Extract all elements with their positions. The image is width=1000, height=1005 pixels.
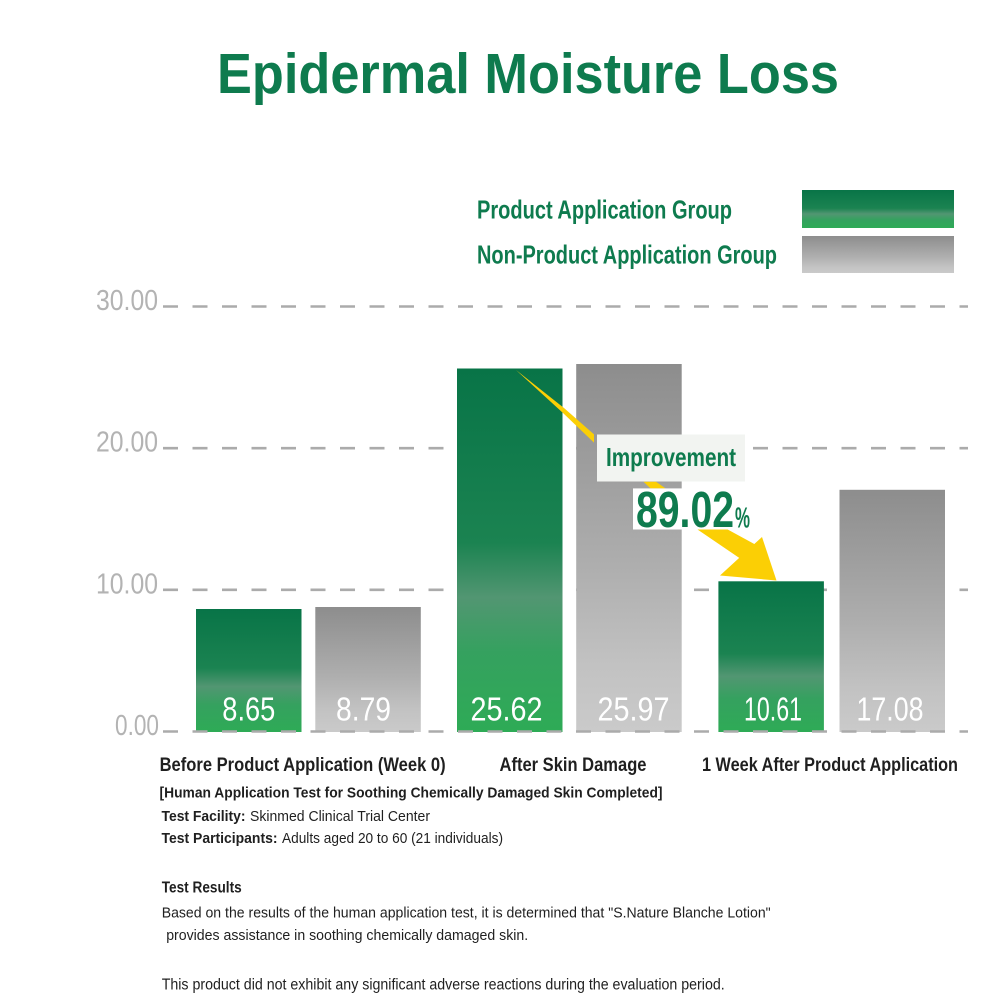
svg-text:20.00: 20.00 <box>96 427 158 459</box>
svg-text:8.65: 8.65 <box>222 691 275 728</box>
svg-text:Test Results: Test Results <box>162 879 242 896</box>
svg-text:Improvement: Improvement <box>606 442 736 472</box>
svg-text:This product did not exhibit a: This product did not exhibit any signifi… <box>162 976 725 993</box>
svg-text:30.00: 30.00 <box>96 285 158 317</box>
svg-text:Skinmed Clinical Trial Center: Skinmed Clinical Trial Center <box>250 808 430 825</box>
svg-text:%: % <box>735 503 750 535</box>
svg-text:Based on the results of the hu: Based on the results of the human applic… <box>162 904 771 921</box>
svg-text:Test Participants:: Test Participants: <box>162 830 278 847</box>
svg-text:[Human Application Test for So: [Human Application Test for Soothing Che… <box>160 785 663 802</box>
svg-text:provides assistance in soothin: provides assistance in soothing chemical… <box>166 927 528 944</box>
svg-text:8.79: 8.79 <box>336 691 391 728</box>
svg-text:Adults aged 20 to 60 (21 indiv: Adults aged 20 to 60 (21 individuals) <box>282 830 503 847</box>
svg-text:1 Week After Product Applicati: 1 Week After Product Application <box>702 754 958 776</box>
svg-text:Before Product Application (We: Before Product Application (Week 0) <box>160 754 446 776</box>
svg-text:Non-Product Application Group: Non-Product Application Group <box>477 240 777 270</box>
svg-text:17.08: 17.08 <box>857 691 924 728</box>
svg-text:Epidermal Moisture Loss: Epidermal Moisture Loss <box>217 42 839 106</box>
svg-text:10.00: 10.00 <box>96 568 158 600</box>
svg-text:Product Application Group: Product Application Group <box>477 195 732 225</box>
svg-text:89.02: 89.02 <box>636 481 734 538</box>
svg-text:Test Facility:: Test Facility: <box>162 808 246 825</box>
svg-text:10.61: 10.61 <box>744 691 802 728</box>
svg-text:25.62: 25.62 <box>471 691 543 728</box>
svg-text:After Skin Damage: After Skin Damage <box>500 754 647 776</box>
svg-text:0.00: 0.00 <box>115 710 159 742</box>
svg-text:25.97: 25.97 <box>598 691 670 728</box>
